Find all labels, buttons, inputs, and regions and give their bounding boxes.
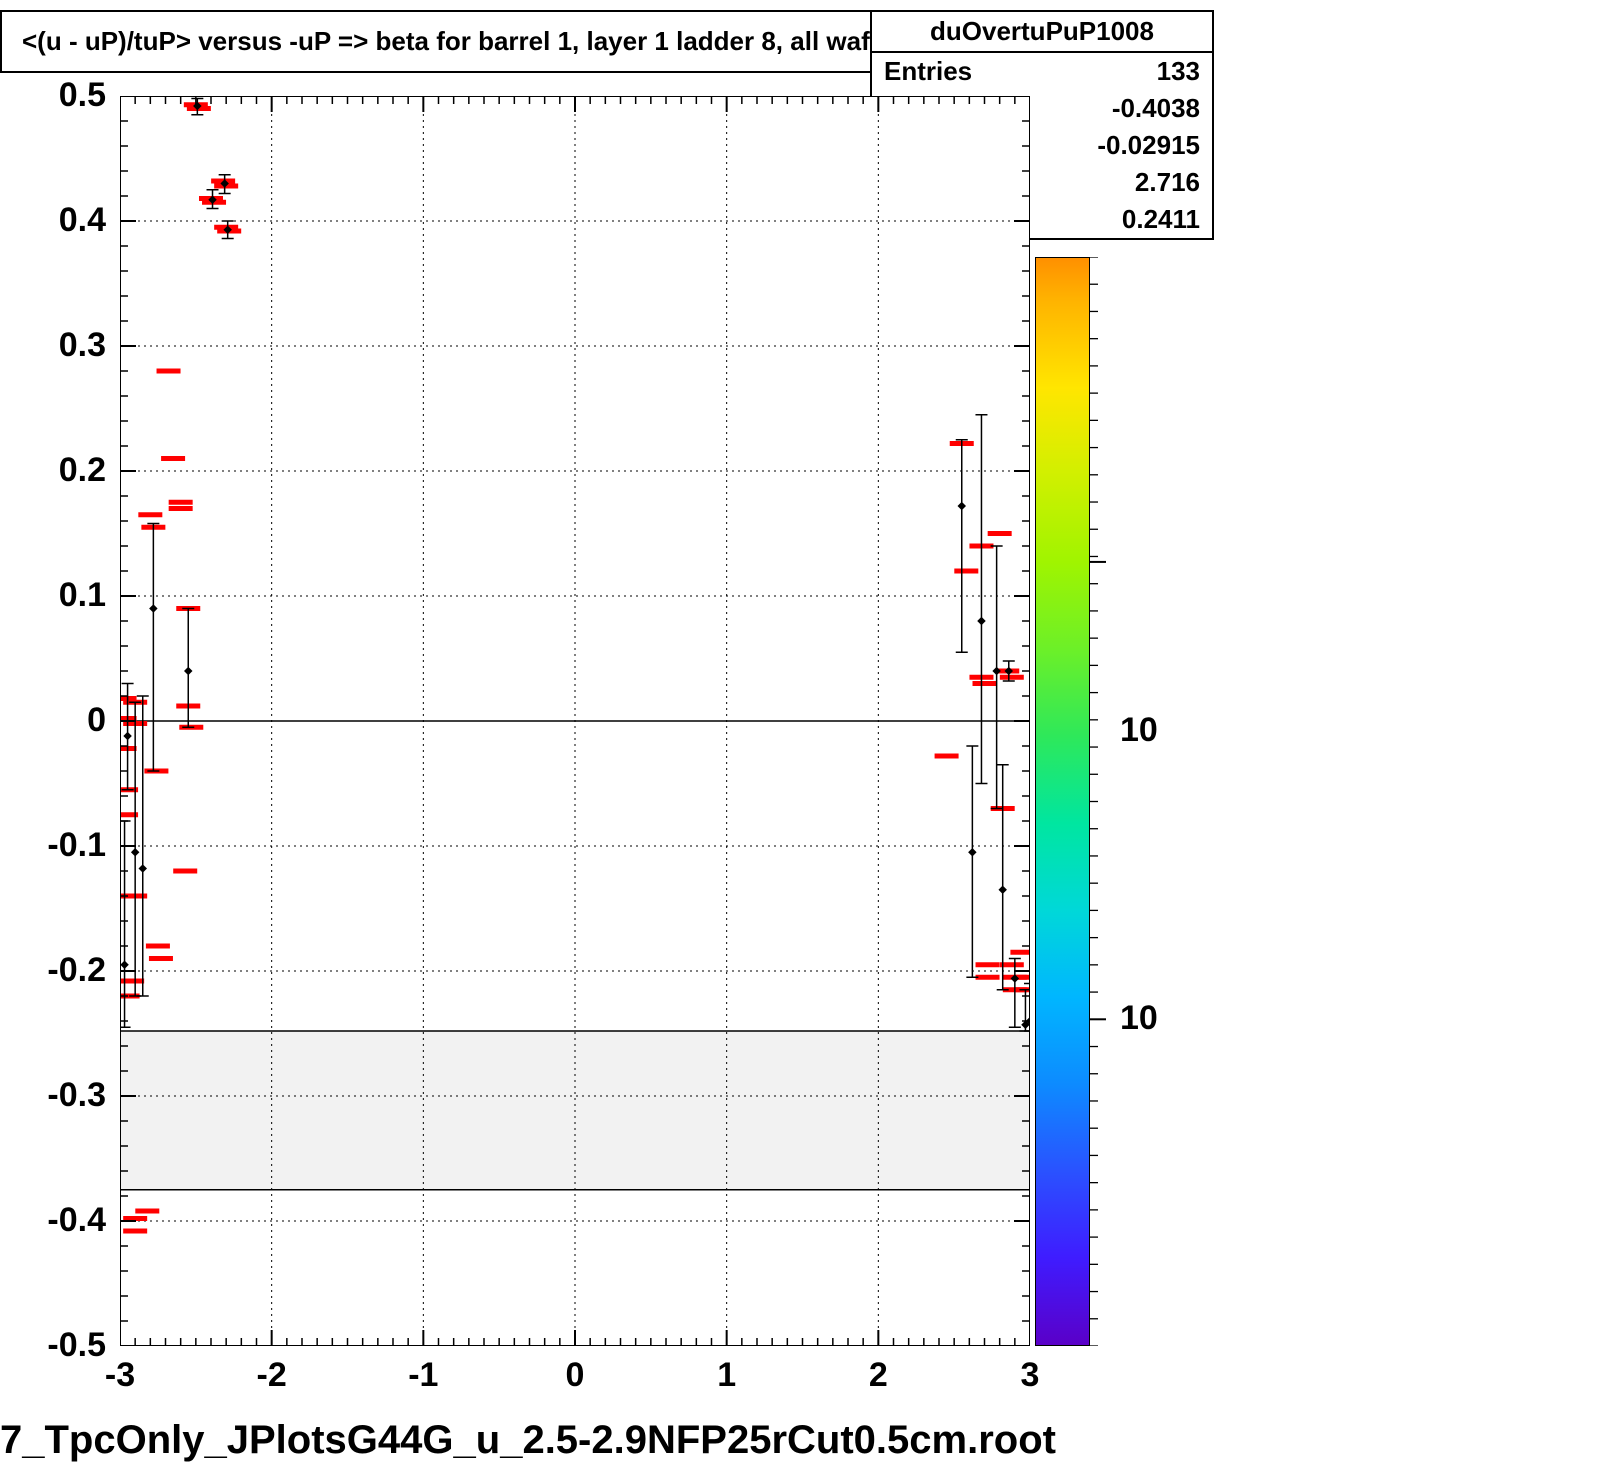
plot-area bbox=[120, 96, 1030, 1346]
red-marker bbox=[157, 369, 181, 374]
y-tick-label: 0.5 bbox=[0, 76, 106, 115]
red-marker bbox=[976, 975, 1000, 980]
red-marker bbox=[976, 962, 1000, 967]
stats-label: Entries bbox=[884, 56, 972, 87]
red-marker bbox=[1000, 675, 1024, 680]
x-tick-label: 0 bbox=[535, 1356, 615, 1395]
red-marker bbox=[138, 512, 162, 517]
stats-value: -0.4038 bbox=[1112, 93, 1200, 124]
x-tick-label: 3 bbox=[990, 1356, 1070, 1395]
red-marker bbox=[161, 456, 185, 461]
x-tick-label: -2 bbox=[232, 1356, 312, 1395]
colorbar-ticks bbox=[1090, 257, 1140, 1346]
red-marker bbox=[135, 1209, 159, 1214]
y-tick-label: 0 bbox=[0, 701, 106, 740]
stats-value: -0.02915 bbox=[1097, 130, 1200, 161]
red-marker bbox=[954, 569, 978, 574]
x-tick-label: 2 bbox=[838, 1356, 918, 1395]
plot-title: <(u - uP)/tuP> versus -uP => beta for ba… bbox=[0, 10, 931, 73]
red-marker bbox=[173, 869, 197, 874]
file-caption: 7_TpcOnly_JPlotsG44G_u_2.5-2.9NFP25rCut0… bbox=[0, 1418, 1056, 1463]
red-marker bbox=[123, 1229, 147, 1234]
x-tick-label: -1 bbox=[383, 1356, 463, 1395]
red-marker bbox=[988, 531, 1012, 536]
x-tick-label: -3 bbox=[80, 1356, 160, 1395]
red-marker bbox=[120, 979, 144, 984]
stats-value: 133 bbox=[1157, 56, 1200, 87]
y-tick-label: 0.4 bbox=[0, 201, 106, 240]
y-tick-label: 0.2 bbox=[0, 451, 106, 490]
stats-name: duOvertuPuP1008 bbox=[872, 12, 1212, 53]
y-tick-label: -0.4 bbox=[0, 1201, 106, 1240]
y-tick-label: -0.1 bbox=[0, 826, 106, 865]
red-marker bbox=[973, 681, 997, 686]
red-marker bbox=[935, 754, 959, 759]
red-marker bbox=[146, 944, 170, 949]
x-tick-label: 1 bbox=[687, 1356, 767, 1395]
colorbar-label: 10 bbox=[1120, 711, 1158, 750]
stats-value: 2.716 bbox=[1135, 167, 1200, 198]
stats-row: Entries 133 bbox=[872, 53, 1212, 90]
y-tick-label: -0.3 bbox=[0, 1076, 106, 1115]
stats-value: 0.2411 bbox=[1122, 204, 1200, 235]
red-marker bbox=[149, 956, 173, 961]
colorbar bbox=[1035, 257, 1090, 1346]
red-marker bbox=[169, 506, 193, 511]
y-tick-label: 0.3 bbox=[0, 326, 106, 365]
y-tick-label: -0.2 bbox=[0, 951, 106, 990]
red-marker bbox=[169, 500, 193, 505]
colorbar-label: 10 bbox=[1120, 999, 1158, 1038]
y-tick-label: 0.1 bbox=[0, 576, 106, 615]
red-marker bbox=[1010, 950, 1030, 955]
